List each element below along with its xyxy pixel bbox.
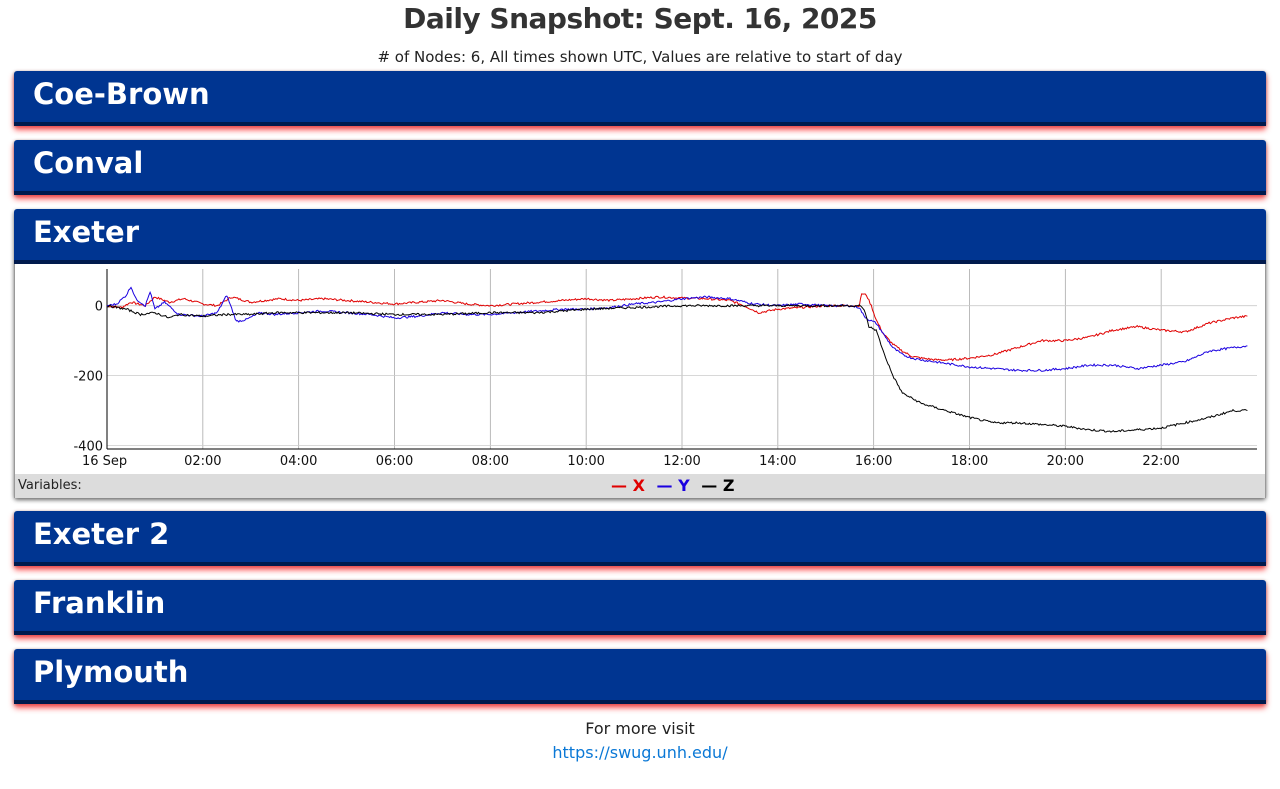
legend-item-z[interactable]: — Z — [701, 476, 734, 495]
legend-item-y[interactable]: — Y — [657, 476, 696, 495]
legend-swatch-x: — — [611, 476, 627, 495]
site-body-exeter: 16 Sep 02:00 04:00 06:00 08:00 10:00 12:00 14:0… — [14, 264, 1266, 498]
legend-name-z: Z — [722, 476, 735, 495]
legend-name-x: X — [632, 476, 645, 495]
site-header-plymouth[interactable]: Plymouth — [14, 649, 1266, 704]
site-header-franklin[interactable]: Franklin — [14, 580, 1266, 635]
legend-swatch-z: — — [701, 476, 718, 495]
chart-area: 16 Sep 02:00 04:00 06:00 08:00 10:00 12:00 14:0… — [15, 264, 1265, 474]
legend-items: — X — Y — Z — [611, 474, 740, 498]
site-panel-exeter: Exeter 16 Sep 02:00 04:00 06:00 08:00 10:00 12… — [14, 209, 1266, 498]
series-line-y — [106, 286, 1248, 373]
x-tick-label: 08:00 — [472, 454, 509, 469]
legend-swatch-y: — — [656, 476, 673, 495]
site-panel-plymouth: Plymouth — [14, 649, 1266, 704]
site-header-coe-brown[interactable]: Coe-Brown — [14, 71, 1266, 126]
series-line-z — [106, 303, 1248, 433]
legend-bar: Variables: — X — Y — Z — [15, 474, 1265, 498]
y-tick-label: 0 — [95, 300, 103, 315]
footer-link[interactable]: https://swug.unh.edu/ — [552, 743, 728, 762]
x-tick-label: 06:00 — [376, 454, 413, 469]
site-header-exeter-2[interactable]: Exeter 2 — [14, 511, 1266, 566]
legend-name-y: Y — [678, 476, 690, 495]
y-tick-label: -400 — [73, 440, 103, 455]
x-tick-label: 16 Sep — [82, 454, 127, 469]
site-header-exeter[interactable]: Exeter — [14, 209, 1266, 264]
y-tick-label: -200 — [73, 370, 103, 385]
site-panel-conval: Conval — [14, 140, 1266, 195]
x-tick-label: 16:00 — [855, 454, 892, 469]
site-panel-franklin: Franklin — [14, 580, 1266, 635]
x-tick-label: 04:00 — [280, 454, 317, 469]
x-tick-label: 10:00 — [567, 454, 604, 469]
legend-item-x[interactable]: — X — [611, 476, 651, 495]
page-title: Daily Snapshot: Sept. 16, 2025 — [403, 2, 877, 35]
x-tick-label: 14:00 — [759, 454, 796, 469]
page-subtitle: # of Nodes: 6, All times shown UTC, Valu… — [377, 48, 903, 66]
legend-label: Variables: — [18, 478, 82, 493]
x-tick-label: 12:00 — [663, 454, 700, 469]
x-tick-label: 22:00 — [1142, 454, 1179, 469]
x-tick-label: 20:00 — [1047, 454, 1084, 469]
magnetometer-chart: 16 Sep 02:00 04:00 06:00 08:00 10:00 12:00 14:0… — [73, 269, 1257, 469]
series-line-x — [107, 293, 1248, 362]
footer-text: For more visit — [585, 719, 695, 738]
site-panel-coe-brown: Coe-Brown — [14, 71, 1266, 126]
site-panel-exeter-2: Exeter 2 — [14, 511, 1266, 566]
x-tick-label: 18:00 — [951, 454, 988, 469]
x-tick-label: 02:00 — [184, 454, 221, 469]
site-header-conval[interactable]: Conval — [14, 140, 1266, 195]
